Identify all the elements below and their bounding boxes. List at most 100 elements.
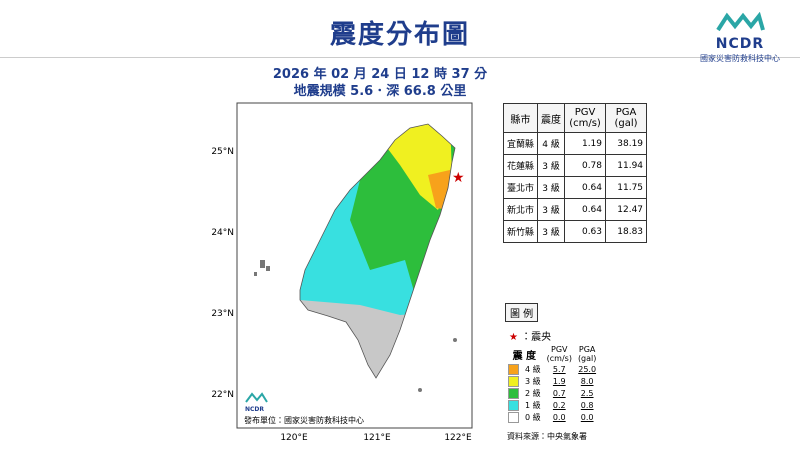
map-logo-text: NCDR	[245, 406, 264, 413]
legend-body: 4 級 5.7 25.0 3 級 1.9 8.0 2 級 0.7 2.5 1 級 0.2 0.8 0 級…	[505, 363, 599, 423]
legend-cell: 0.8	[580, 400, 594, 410]
table-row: 臺北市 3 級 0.64 11.75	[502, 176, 648, 199]
legend-cell: 3 級	[525, 376, 541, 386]
map: ★ 25°N 24°N 23°N 22°N 120°E 121°E 122°E …	[211, 102, 473, 443]
legend-cell: 8.0	[580, 376, 594, 386]
table-cell: 臺北市	[502, 176, 539, 199]
th-text: PGA	[615, 107, 637, 118]
legend-swatch	[508, 399, 519, 411]
legend: 圖 例 ★ ：震央 震 度 PGV (cm/s) PGA (gal) 4 級 5.7 25.…	[505, 302, 623, 423]
table-row: 新竹縣 3 級 0.63 18.83	[502, 220, 648, 243]
legend-head-unit: (gal)	[577, 354, 597, 363]
table-cell: 3 級	[537, 154, 566, 177]
org-name: 國家災害防救科技中心	[700, 54, 780, 63]
legend-swatch-cell	[505, 411, 522, 423]
epicenter-label: ：震央	[521, 332, 552, 343]
table-cell: 0.78	[564, 154, 607, 177]
legend-cell: 0.0	[580, 412, 594, 422]
legend-head: PGV (cm/s)	[544, 345, 575, 363]
legend-swatch	[508, 375, 519, 387]
table-cell: 11.94	[605, 154, 648, 177]
title: 震度分布圖	[329, 20, 470, 50]
legend-swatch-cell	[505, 387, 522, 399]
lon-label: 121°E	[363, 433, 391, 443]
legend-row: 4 級 5.7 25.0	[505, 363, 599, 375]
lon-label: 122°E	[444, 433, 472, 443]
table-cell: 0.64	[564, 198, 607, 221]
epicenter: ★	[452, 170, 465, 186]
legend-swatch-cell	[505, 363, 522, 375]
legend-cell: 0.2	[552, 400, 566, 410]
table-cell: 宜蘭縣	[502, 132, 539, 155]
intensity-table: 縣市 震度 PGV (cm/s) PGA (gal) 宜蘭縣 4 級 1.19 38.19 花蓮縣…	[502, 103, 648, 243]
table-cell: 0.64	[564, 176, 607, 199]
legend-cell: 1 級	[525, 400, 541, 410]
table-cell: 花蓮縣	[502, 154, 539, 177]
legend-swatch-cell	[505, 375, 522, 387]
logo-icon	[716, 11, 765, 32]
table-cell: 38.19	[605, 132, 648, 155]
logo: NCDR 國家災害防救科技中心	[690, 11, 790, 64]
legend-cell: 2.5	[580, 388, 594, 398]
legend-head: PGA (gal)	[575, 345, 599, 363]
legend-epicenter: ★ ：震央	[509, 332, 552, 343]
table-cell: 3 級	[537, 198, 566, 221]
legend-cell: 0.7	[552, 388, 566, 398]
th: 縣市	[502, 103, 539, 133]
table-cell: 12.47	[605, 198, 648, 221]
lat-label: 22°N	[211, 390, 234, 400]
th-unit: (gal)	[614, 118, 638, 129]
th: PGA (gal)	[605, 103, 648, 133]
table-cell: 0.63	[564, 220, 607, 243]
lat-label: 23°N	[211, 309, 234, 319]
event-magnitude: 地震規模 5.6．深 66.8 公里	[293, 84, 467, 99]
legend-row: 2 級 0.7 2.5	[505, 387, 599, 399]
event-info: 2026 年 02 月 24 日 12 時 37 分 地震規模 5.6．深 66…	[230, 66, 530, 100]
legend-row: 0 級 0.0 0.0	[505, 411, 599, 423]
legend-swatch	[508, 411, 519, 423]
lat-label: 25°N	[211, 147, 234, 157]
legend-swatch	[508, 363, 519, 375]
event-time: 2026 年 02 月 24 日 12 時 37 分	[272, 67, 488, 82]
legend-cell: 5.7	[552, 364, 566, 374]
legend-head-text: PGV	[551, 345, 568, 354]
table-cell: 18.83	[605, 220, 648, 243]
legend-cell: 25.0	[578, 364, 597, 374]
table: 縣市 震度 PGV (cm/s) PGA (gal) 宜蘭縣 4 級 1.19 38.19 花蓮縣…	[502, 103, 648, 243]
table-cell: 11.75	[605, 176, 648, 199]
table-cell: 3 級	[537, 220, 566, 243]
publisher: 發布單位：國家災害防救科技中心	[244, 415, 364, 425]
th: 震度	[537, 103, 566, 133]
table-cell: 新北市	[502, 198, 539, 221]
legend-title: 圖 例	[505, 303, 539, 322]
table-cell: 4 級	[537, 132, 566, 155]
legend-table: 震 度 PGV (cm/s) PGA (gal) 4 級 5.7 25.0 3 級 1.9 8.0…	[505, 345, 599, 423]
legend-swatch	[508, 387, 519, 399]
table-body: 宜蘭縣 4 級 1.19 38.19 花蓮縣 3 級 0.78 11.94 臺北市 3 級 0.64…	[502, 132, 648, 243]
th-unit: (cm/s)	[569, 118, 601, 129]
table-cell: 3 級	[537, 176, 566, 199]
lon-label: 120°E	[280, 433, 308, 443]
logo-text: NCDR	[715, 36, 765, 52]
divider	[0, 57, 800, 58]
th-text: PGV	[574, 107, 596, 118]
legend-cell: 2 級	[525, 388, 541, 398]
islands	[254, 260, 457, 392]
table-row: 花蓮縣 3 級 0.78 11.94	[502, 154, 648, 177]
legend-cell: 0.0	[552, 412, 566, 422]
lat-label: 24°N	[211, 228, 234, 238]
map-logo-icon	[245, 392, 268, 403]
legend-head-text: PGA	[578, 345, 596, 354]
map-labels: 25°N 24°N 23°N 22°N 120°E 121°E 122°E NC…	[211, 147, 472, 443]
legend-row: 1 級 0.2 0.8	[505, 399, 599, 411]
table-row: 宜蘭縣 4 級 1.19 38.19	[502, 132, 648, 155]
legend-cell: 0 級	[525, 412, 541, 422]
coastline	[299, 123, 456, 379]
legend-head: 震 度	[512, 350, 537, 362]
table-cell: 1.19	[564, 132, 607, 155]
legend-cell: 4 級	[525, 364, 541, 374]
legend-row: 3 級 1.9 8.0	[505, 375, 599, 387]
th: PGV (cm/s)	[564, 103, 607, 133]
